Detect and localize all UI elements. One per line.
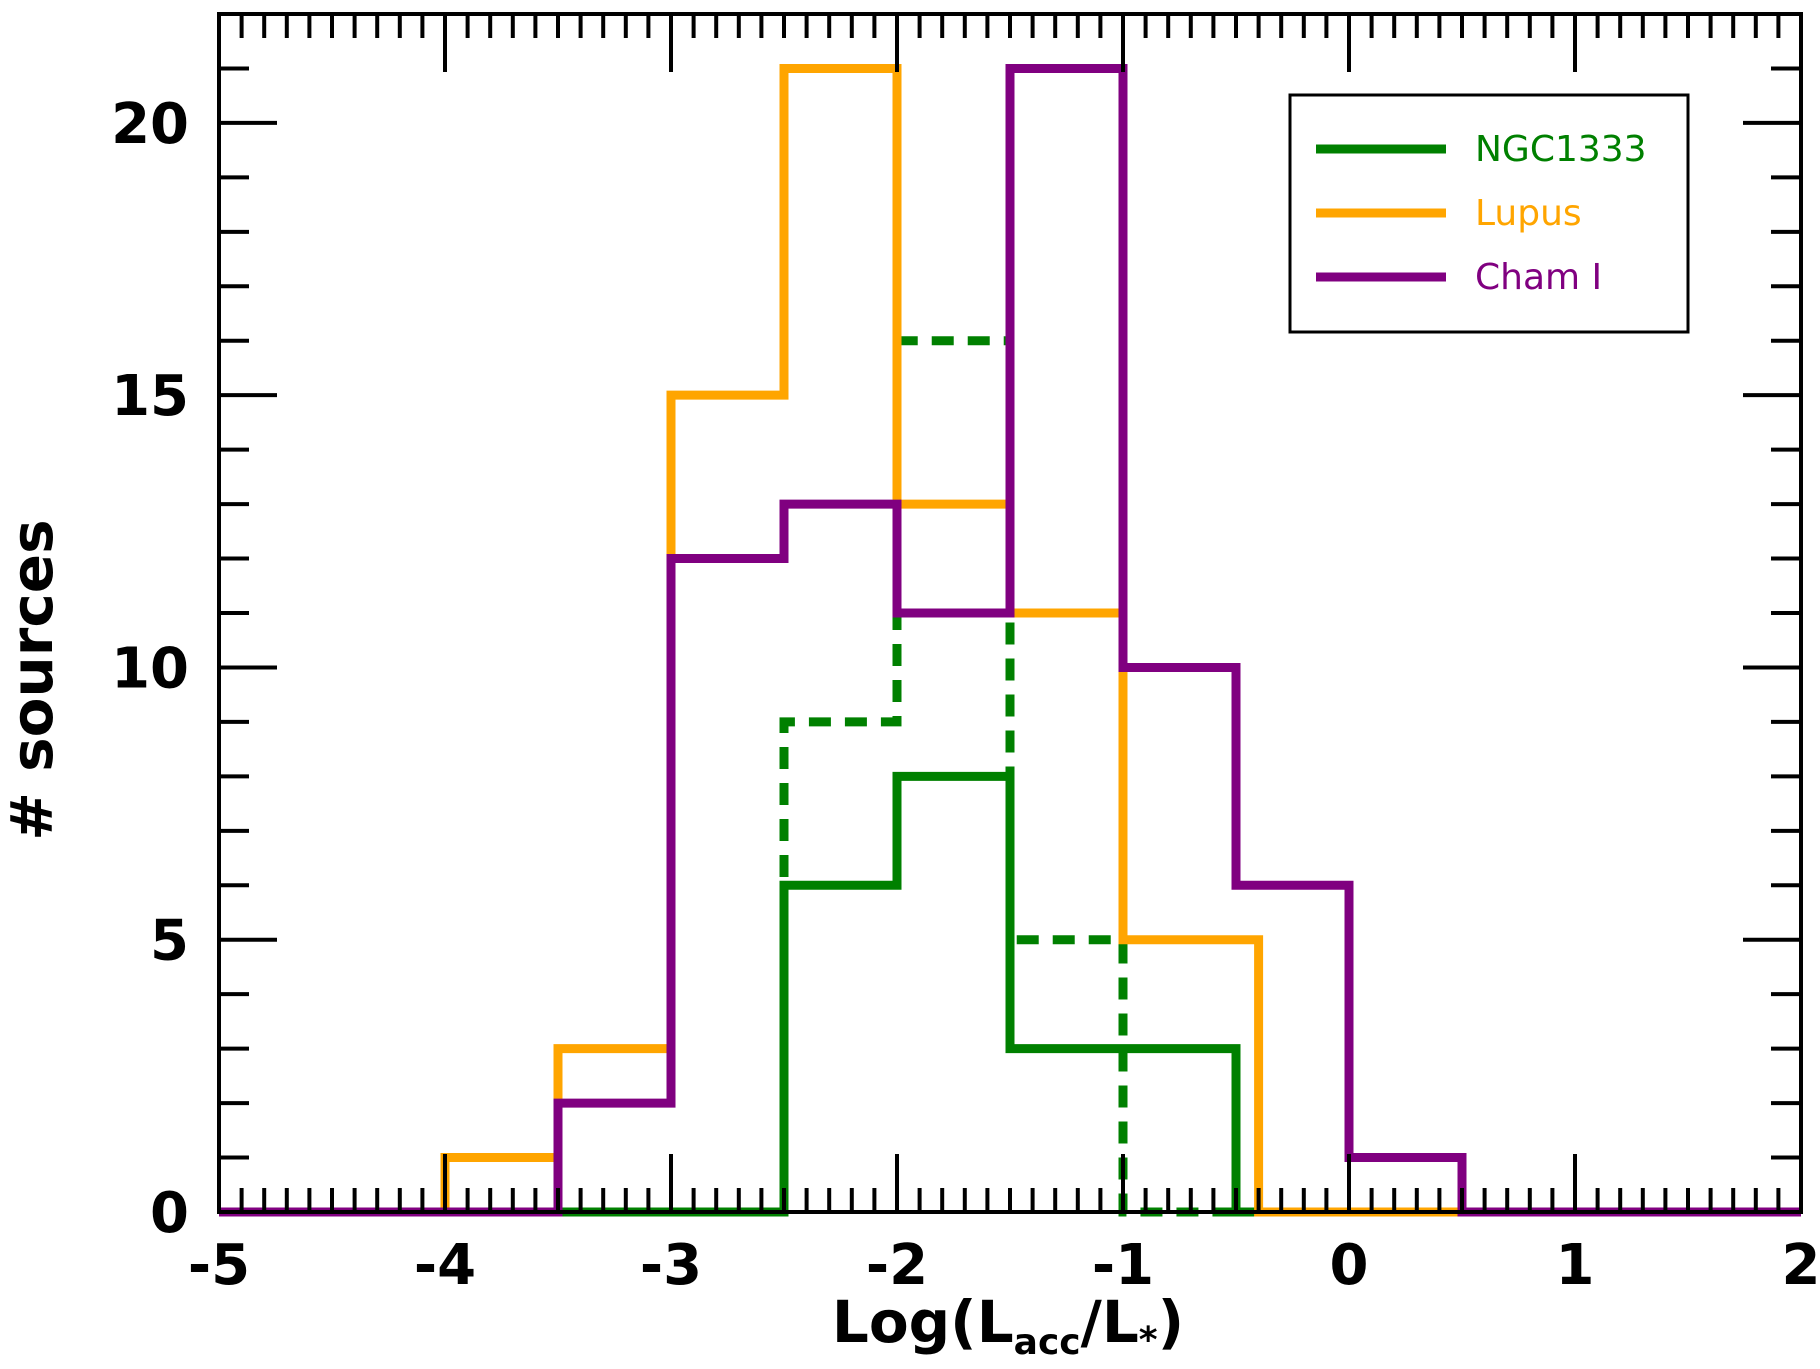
- legend-label: Lupus: [1475, 193, 1582, 234]
- x-tick-label: -4: [414, 1233, 476, 1298]
- y-tick-label: 20: [111, 92, 189, 157]
- y-axis-title: # sources: [0, 519, 66, 840]
- x-tick-label: -1: [1092, 1233, 1154, 1298]
- x-tick-label: 0: [1330, 1233, 1369, 1298]
- y-tick-label: 5: [150, 909, 189, 974]
- series-ngc1333: [219, 771, 1801, 1217]
- legend-label: Cham I: [1475, 257, 1602, 298]
- x-tick-label: -5: [188, 1233, 250, 1298]
- x-axis-title: Log(Lacc/L*): [832, 1288, 1184, 1363]
- plot-frame: [217, 12, 1803, 1214]
- y-tick-label: 10: [111, 636, 189, 701]
- y-tick-label: 0: [150, 1181, 189, 1246]
- series-cham-i: [219, 63, 1801, 1217]
- legend: NGC1333 Lupus Cham I: [1288, 93, 1690, 334]
- y-tick-label: 15: [111, 364, 189, 429]
- ticks-layer: [217, 12, 1803, 1214]
- x-tick-label: 1: [1556, 1233, 1595, 1298]
- x-tick-label: -2: [866, 1233, 928, 1298]
- legend-label: NGC1333: [1475, 129, 1647, 170]
- x-tick-label: 2: [1782, 1233, 1820, 1298]
- x-tick-label: -3: [640, 1233, 702, 1298]
